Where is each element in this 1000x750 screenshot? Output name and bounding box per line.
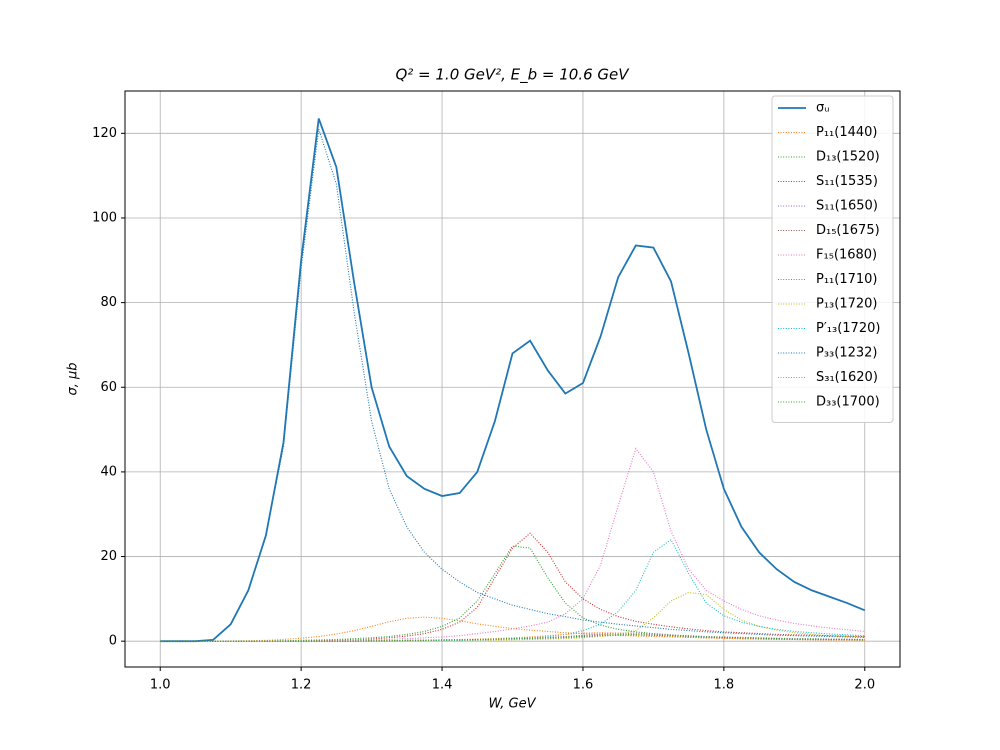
legend-label: P₁₃(1720)	[816, 297, 878, 312]
legend-label: S₁₁(1535)	[816, 174, 878, 189]
x-axis-label: W, GeV	[488, 697, 536, 712]
y-tick-label: 60	[100, 380, 117, 395]
legend-label: D₁₃(1520)	[816, 150, 880, 165]
plot-frame	[124, 90, 901, 668]
x-tick-label: 1.0	[150, 678, 171, 693]
x-tick-label: 1.8	[714, 678, 735, 693]
legend: σᵤ P₁₁(1440) D₁₃(1520) S₁₁(1535) S₁₁(1650) D₁…	[771, 95, 894, 423]
x-tick-label: 1.6	[573, 678, 594, 693]
legend-label: D₁₅(1675)	[816, 223, 880, 238]
series-line	[160, 634, 865, 642]
legend-label: S₃₁(1620)	[816, 370, 878, 385]
legend-label: P₃₃(1232)	[816, 346, 878, 361]
legend-label: σᵤ	[816, 101, 830, 116]
series-line	[160, 447, 865, 642]
series-line	[160, 128, 865, 642]
legend-label: P₁₁(1440)	[816, 125, 878, 140]
y-tick-label: 0	[109, 634, 117, 649]
legend-label: F₁₅(1680)	[816, 248, 877, 263]
x-tick-label: 1.2	[291, 678, 312, 693]
y-tick-label: 40	[100, 464, 117, 479]
series-line	[160, 532, 865, 642]
legend-label: S₁₁(1650)	[816, 199, 878, 214]
y-tick-label: 100	[92, 210, 117, 225]
legend-label: P₁₁(1710)	[816, 272, 878, 287]
y-tick-label: 20	[100, 549, 117, 564]
y-tick-label: 120	[92, 126, 117, 141]
y-axis-label: σ, μb	[66, 362, 81, 395]
x-tick-label: 1.4	[432, 678, 453, 693]
x-tick-label: 2.0	[854, 678, 875, 693]
series-line	[160, 616, 865, 642]
legend-box	[771, 95, 894, 423]
legend-label: D₃₃(1700)	[816, 395, 880, 410]
series-line	[160, 118, 866, 643]
chart-title: Q² = 1.0 GeV², E_b = 10.6 GeV	[395, 66, 630, 85]
legend-label: P′₁₃(1720)	[816, 321, 880, 336]
y-tick-label: 80	[100, 295, 117, 310]
